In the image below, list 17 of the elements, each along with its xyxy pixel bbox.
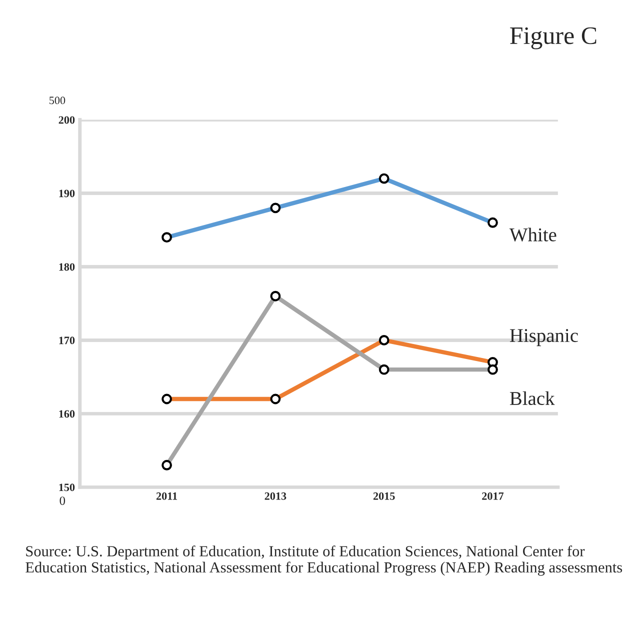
chart-title: Figure C bbox=[510, 27, 596, 50]
text: 0 bbox=[60, 496, 66, 506]
series-label: White bbox=[509, 228, 556, 242]
x-tick-label: 2017 bbox=[482, 492, 504, 500]
y-tick-label: 150 bbox=[59, 484, 75, 492]
x-tick-label: 2013 bbox=[264, 492, 286, 500]
y-tick-label: 180 bbox=[59, 263, 75, 271]
y-tick-label: 200 bbox=[58, 116, 75, 124]
x-tick-label: 2011 bbox=[156, 492, 178, 500]
series-label: Black bbox=[510, 391, 555, 406]
y-tick-label: 160 bbox=[59, 410, 75, 418]
text: 500 bbox=[50, 96, 66, 104]
x-tick-label: 2015 bbox=[373, 492, 395, 500]
series-label: Hispanic bbox=[510, 329, 578, 346]
y-tick-label: 170 bbox=[59, 336, 75, 344]
y-tick-label: 190 bbox=[59, 190, 75, 198]
source-note: Source: U.S. Department of Education, Institute of Education Sciences, National Center for Education Statistics, National Assessment for Educational Progress (NAEP) Reading assessments bbox=[26, 545, 622, 576]
